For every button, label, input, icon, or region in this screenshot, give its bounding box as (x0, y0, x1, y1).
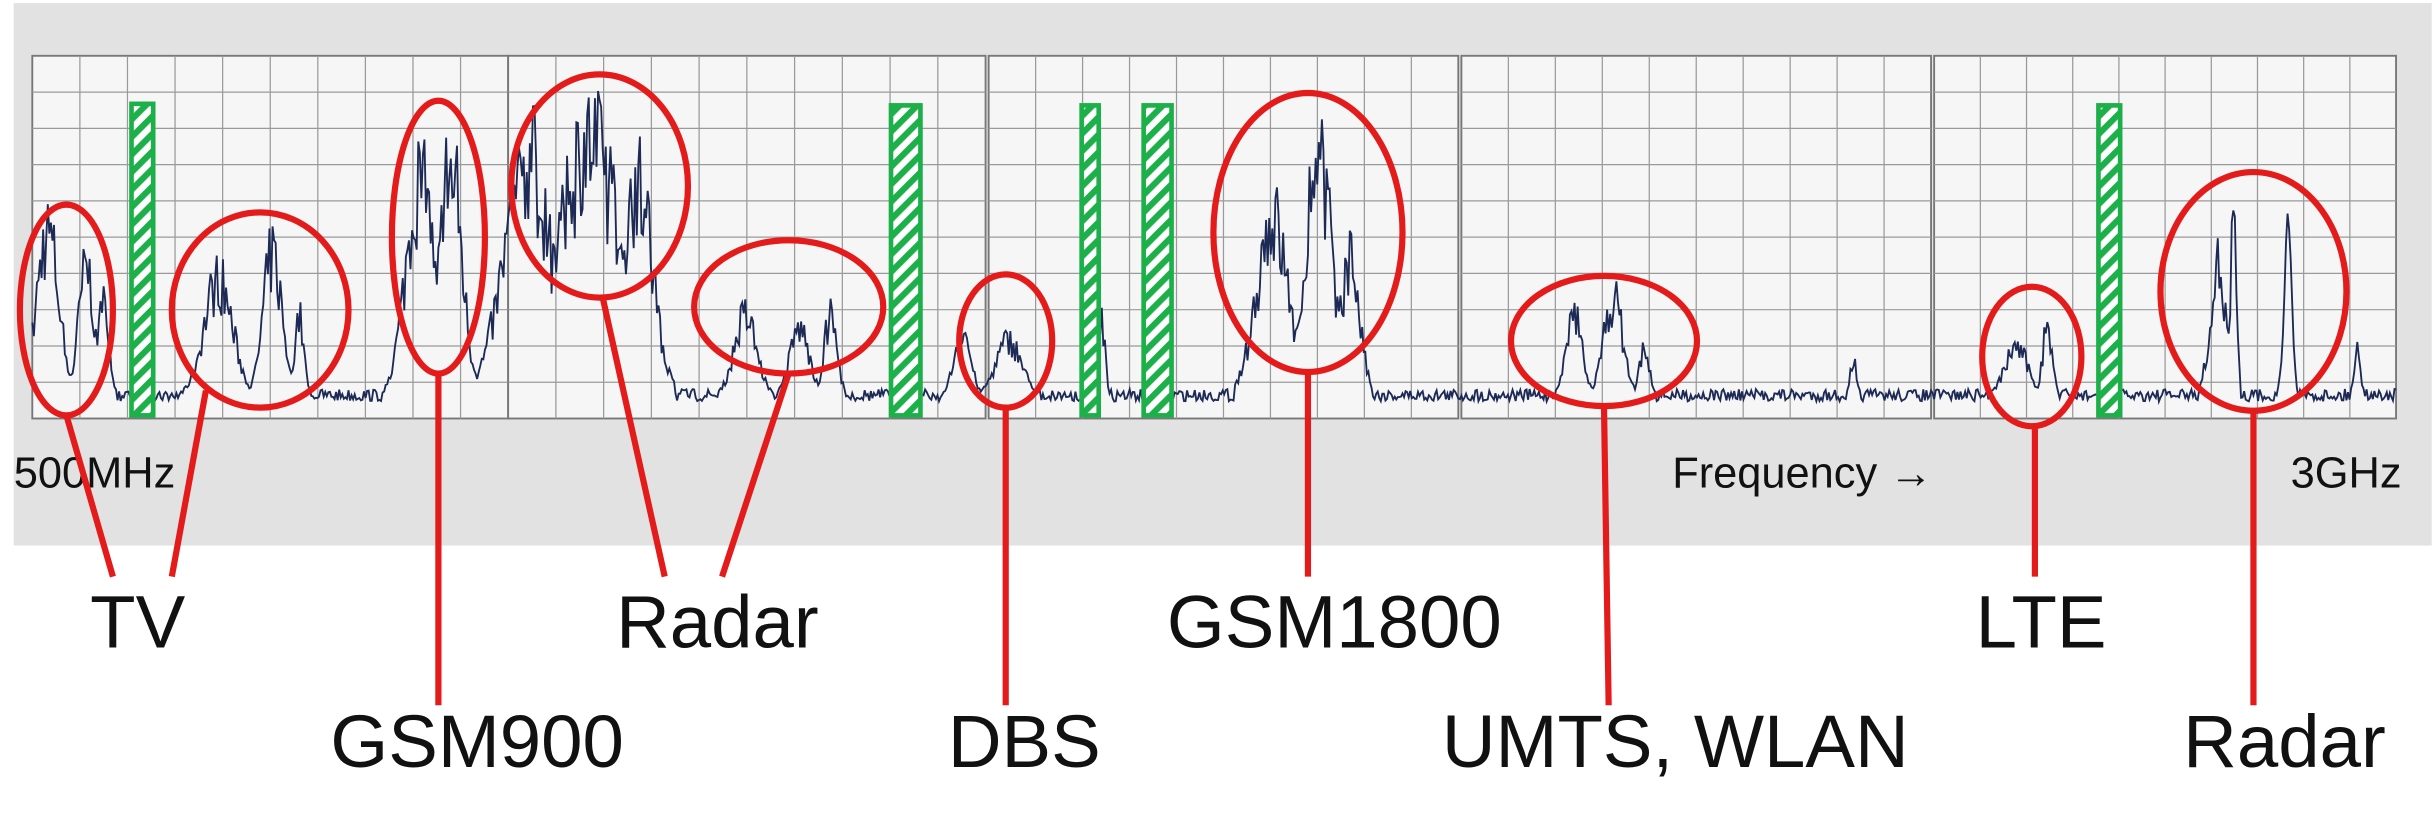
band-label: DBS (948, 700, 1101, 783)
band-label: UMTS, WLAN (1442, 700, 1909, 783)
axis-label: Frequency → (1672, 449, 1932, 497)
page: {"axis": {"start": "500MHz", "label": "F… (0, 0, 2433, 837)
band-label: Radar (616, 580, 819, 663)
band-label: GSM900 (330, 700, 624, 783)
band-label: LTE (1976, 580, 2107, 663)
band-marker (1082, 105, 1099, 415)
band-label: GSM1800 (1167, 580, 1502, 663)
band-marker (132, 104, 154, 416)
end-frequency: 3GHz (2291, 449, 2402, 497)
band-label: Radar (2183, 700, 2386, 783)
band-marker (891, 105, 920, 415)
spectrum-figure: 500MHz Frequency → 3GHz TV GSM900 Radar … (0, 0, 2433, 837)
start-frequency: 500MHz (14, 449, 176, 497)
band-marker (1144, 105, 1172, 415)
band-label: TV (90, 580, 185, 663)
band-marker (2098, 105, 2120, 415)
